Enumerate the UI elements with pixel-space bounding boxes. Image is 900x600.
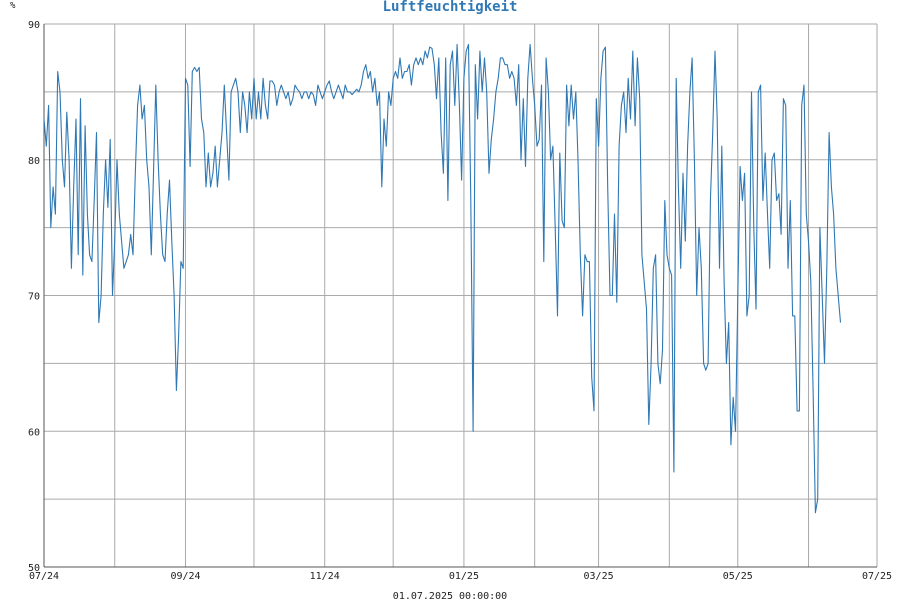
x-tick-label-0: 07/24 xyxy=(29,571,59,582)
axes xyxy=(43,24,877,568)
y-axis-unit-label: % xyxy=(10,1,16,11)
x-tick-label-3: 01/25 xyxy=(449,571,479,582)
x-tick-label-4: 03/25 xyxy=(584,571,614,582)
y-tick-label-3: 80 xyxy=(28,156,40,167)
y-tick-label-1: 60 xyxy=(28,427,40,438)
x-tick-label-6: 07/25 xyxy=(862,571,892,582)
x-tick-label-5: 05/25 xyxy=(723,571,753,582)
y-tick-label-4: 90 xyxy=(28,20,40,31)
x-tick-labels: 07/24 09/24 11/24 01/25 03/25 05/25 07/25 xyxy=(29,571,892,582)
x-tick-label-2: 11/24 xyxy=(310,571,340,582)
y-tick-label-2: 70 xyxy=(28,292,40,303)
y-tick-label-0: 50 xyxy=(28,563,40,574)
humidity-series-line xyxy=(43,43,842,514)
timestamp-footer: 01.07.2025 00:00:00 xyxy=(393,591,507,600)
x-tick-label-1: 09/24 xyxy=(170,571,200,582)
series-line-layer xyxy=(43,43,842,514)
y-tick-labels: 50 60 70 80 90 xyxy=(28,20,40,574)
chart-title: Luftfeuchtigkeit xyxy=(383,0,518,15)
